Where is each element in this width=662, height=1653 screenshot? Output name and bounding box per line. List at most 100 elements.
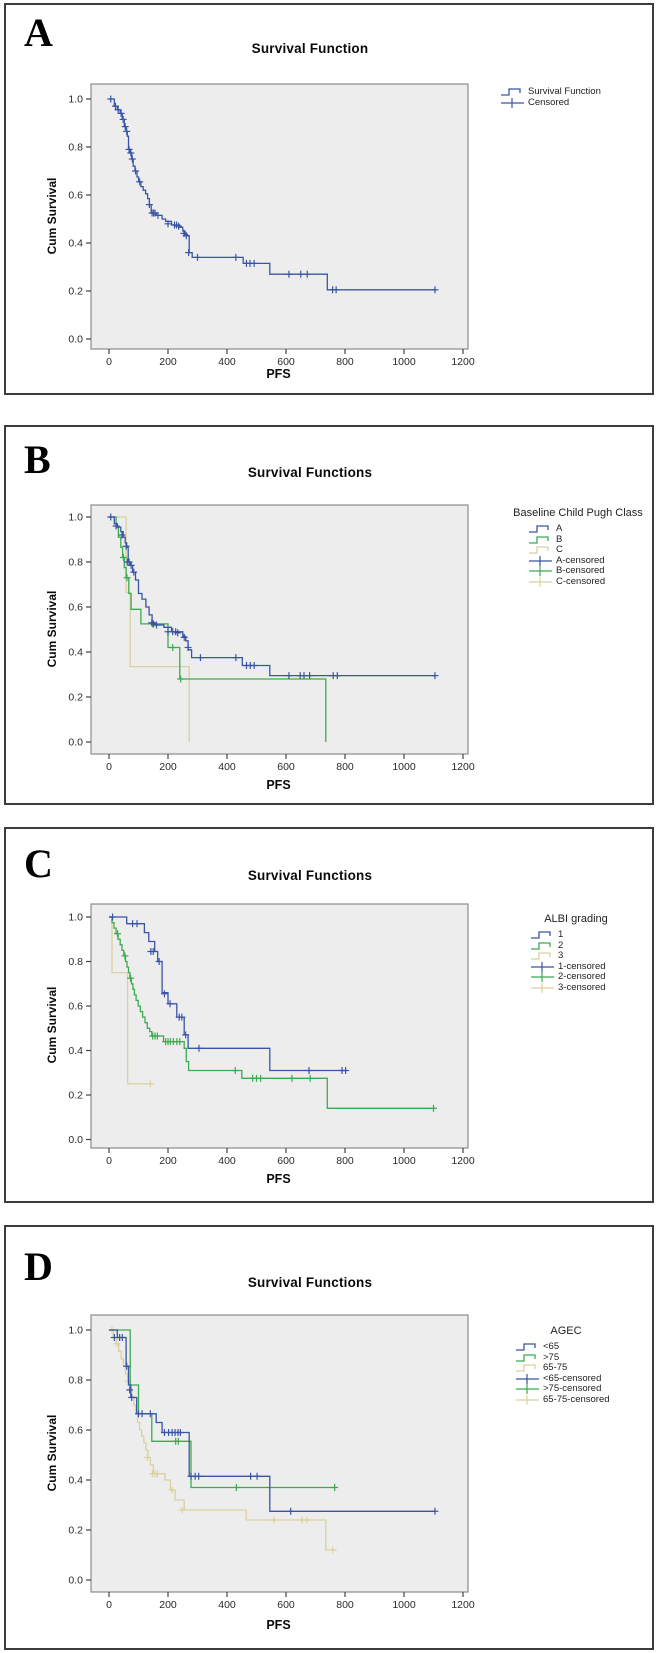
legend-item: 1-censored [530, 960, 642, 973]
x-tick-label: 200 [159, 1599, 177, 1611]
censor-marks-3 [146, 1080, 154, 1088]
y-tick-label: 0.2 [68, 692, 83, 704]
step-line-icon [516, 1354, 536, 1362]
y-axis-label: Cum Survival [45, 986, 59, 1064]
step-line-icon [531, 952, 551, 960]
legend-item-label: 3 [558, 950, 564, 962]
legend: Baseline Child Pugh Class A B C A-censored B… [502, 507, 654, 587]
censor-marks->75 [172, 1437, 339, 1491]
legend-item-label: >75 [543, 1351, 560, 1363]
y-axis-label: Cum Survival [45, 1414, 59, 1491]
x-tick-label: 600 [277, 761, 295, 773]
y-tick-label: 0.4 [68, 1045, 83, 1057]
chart-title: Survival Function [251, 41, 369, 56]
legend-item-label: 1-censored [558, 960, 606, 972]
y-tick-label: 0.8 [68, 1375, 83, 1387]
plot-area: 1.0 0.8 0.6 0.4 0.2 0.0 0 200 400 600 800 1000 1200 [68, 504, 475, 773]
plot-background [90, 903, 469, 1149]
y-tick-label: 0.0 [68, 334, 83, 346]
x-axis-label: PFS [266, 1618, 291, 1632]
panel-letter: D [24, 1244, 53, 1289]
y-axis-label: Cum Survival [45, 177, 59, 254]
x-tick-label: 600 [277, 1599, 295, 1611]
x-tick-label: 200 [159, 1155, 177, 1167]
legend: ALBI grading 1 2 3 1-censored 2-censored 3-ce… [510, 913, 642, 993]
legend-item: B [528, 533, 654, 546]
legend-item: A-censored [528, 554, 654, 567]
panel-a: A Survival Function Cum Survival 1.0 0.8 0… [4, 3, 654, 395]
legend-item: 3-censored [530, 981, 642, 994]
plus-censored-icon [501, 97, 524, 108]
censor-marks-65-75 [108, 1326, 337, 1554]
legend-item-label: <65 [543, 1341, 560, 1353]
legend: Survival Function Censored [500, 87, 620, 108]
x-axis-label: PFS [266, 778, 291, 792]
plus-censored-icon [531, 972, 554, 983]
y-tick-label: 0.2 [68, 1525, 83, 1537]
y-tick-label: 0.6 [68, 602, 83, 614]
y-tick-label: 0.2 [68, 286, 83, 298]
x-tick-label: 0 [106, 761, 112, 773]
legend-item: C-censored [528, 576, 654, 588]
legend-item-label: <65-censored [543, 1372, 602, 1384]
x-tick-label: 1200 [451, 356, 475, 368]
legend-title: Baseline Child Pugh Class [513, 507, 643, 519]
survival-curve-C [109, 516, 190, 742]
x-tick-label: 600 [277, 1155, 295, 1167]
plus-censored-icon [529, 555, 552, 566]
x-tick-label: 800 [336, 761, 354, 773]
plus-censored-icon [529, 566, 552, 577]
y-tick-label: 0.6 [68, 190, 83, 202]
x-tick-label: 400 [218, 761, 236, 773]
plot-background [90, 83, 469, 350]
legend-item-label: 2-censored [558, 971, 606, 983]
x-tick-label: 0 [106, 1155, 112, 1167]
legend-item: 2-censored [530, 972, 642, 983]
x-tick-label: 400 [218, 1155, 236, 1167]
x-tick-label: 200 [159, 356, 177, 368]
plus-censored-icon [531, 961, 554, 972]
legend-item-label: 3-censored [558, 981, 606, 993]
legend-item: 2 [530, 939, 642, 952]
x-tick-label: 800 [336, 1155, 354, 1167]
legend-title: AGEC [550, 1325, 582, 1337]
legend-item: 65-75-censored [515, 1393, 632, 1406]
panel-letter: C [24, 841, 53, 886]
panel-letter: A [24, 10, 53, 55]
step-line-icon [529, 525, 549, 533]
y-tick-label: 1.0 [68, 1325, 83, 1337]
x-axis-label: PFS [266, 1172, 291, 1186]
legend-item-label: Censored [528, 96, 570, 108]
x-tick-label: 1200 [451, 1599, 475, 1611]
legend-item-label: 2 [558, 939, 564, 951]
survival-curve-1 [109, 916, 347, 1072]
legend-item: A [528, 524, 654, 535]
x-tick-label: 800 [336, 1599, 354, 1611]
plot-area: 1.0 0.8 0.6 0.4 0.2 0.0 0 200 400 600 800 1000 1200 [68, 903, 475, 1167]
legend-item: 65-75 [515, 1363, 632, 1374]
censor-marks-1 [109, 913, 350, 1075]
legend-items: A B C A-censored B-censored C-censored [502, 524, 654, 587]
x-tick-label: 1200 [451, 761, 475, 773]
x-tick-label: 1200 [451, 1155, 475, 1167]
x-tick-label: 200 [159, 761, 177, 773]
y-axis-label: Cum Survival [45, 590, 59, 667]
legend-title: ALBI grading [544, 913, 608, 925]
legend-item-label: 1 [558, 929, 564, 941]
legend-item-label: A-censored [556, 554, 605, 566]
panel-c: C Survival Functions Cum Survival 1.0 0.8… [4, 827, 654, 1203]
panel-d: D Survival Functions Cum Survival 1.0 0.8… [4, 1225, 654, 1650]
y-tick-label: 0.8 [68, 557, 83, 569]
legend-item-label: 65-75 [543, 1362, 568, 1374]
legend-item: 1 [530, 930, 642, 941]
survival-curve-A [109, 516, 435, 677]
censor-marks-<65 [110, 1334, 439, 1515]
step-line-icon [531, 931, 551, 939]
legend-item-label: 65-75-censored [543, 1393, 610, 1405]
panel-b: B Survival Functions Cum Survival 1.0 0.8… [4, 425, 654, 805]
y-tick-label: 1.0 [68, 912, 83, 924]
legend-item-label: B [556, 533, 563, 545]
y-tick-label: 0.0 [68, 1575, 83, 1587]
legend-item: Censored [500, 96, 620, 109]
survival-curve-2 [109, 916, 435, 1109]
